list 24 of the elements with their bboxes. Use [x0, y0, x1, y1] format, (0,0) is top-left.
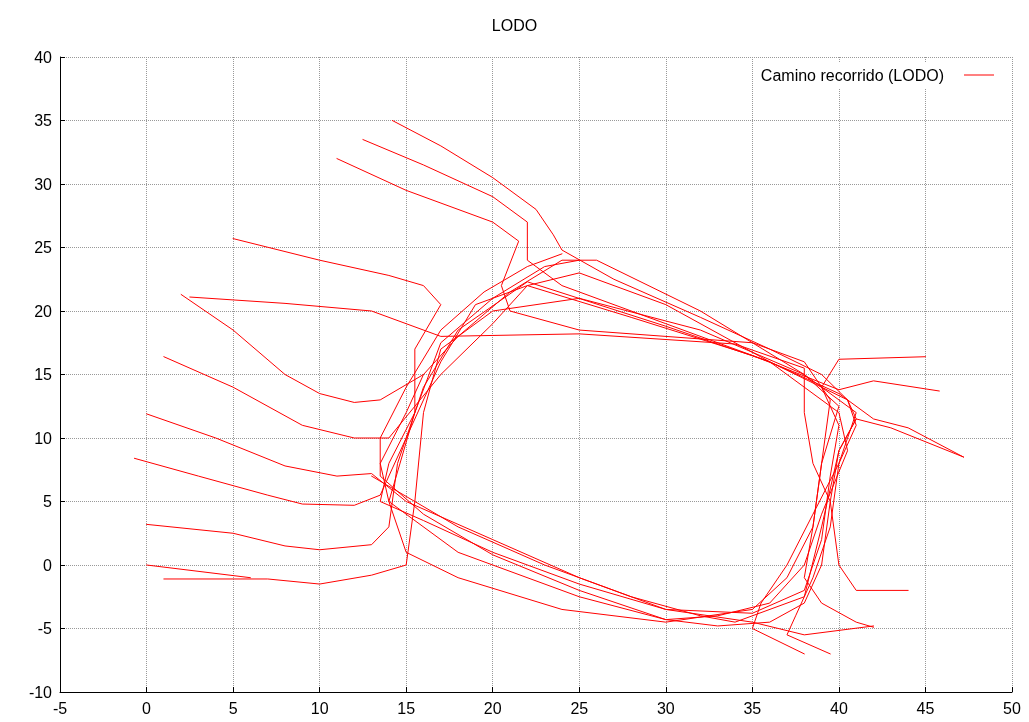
x-tick-label: 10 — [310, 699, 329, 717]
x-tick-label: 40 — [830, 699, 848, 717]
x-tick-label: 25 — [570, 699, 589, 717]
y-tick-label: 0 — [43, 556, 53, 574]
chart-title: LODO — [491, 16, 538, 34]
x-tick-label: 35 — [743, 699, 762, 717]
y-tick-label: 20 — [34, 302, 53, 320]
y-tick-label: 25 — [34, 239, 53, 256]
y-tick-label: 30 — [34, 175, 53, 193]
x-tick-label: 50 — [1003, 699, 1021, 717]
y-tick-label: -5 — [37, 620, 53, 637]
x-tick-label: 5 — [228, 699, 238, 717]
y-tick-label: 35 — [34, 112, 53, 129]
y-tick-label: 15 — [34, 366, 53, 383]
x-tick-label: 30 — [656, 699, 675, 717]
legend-label: Camino recorrido (LODO) — [760, 66, 944, 84]
y-tick-label: 10 — [34, 429, 53, 447]
x-tick-label: 0 — [142, 699, 152, 717]
y-tick-label: 40 — [34, 48, 53, 66]
y-tick-label: -10 — [28, 683, 53, 701]
y-tick-label: 5 — [43, 493, 53, 510]
x-tick-label: 15 — [397, 699, 416, 717]
x-tick-label: 45 — [916, 699, 935, 717]
x-tick-label: 20 — [483, 699, 502, 717]
